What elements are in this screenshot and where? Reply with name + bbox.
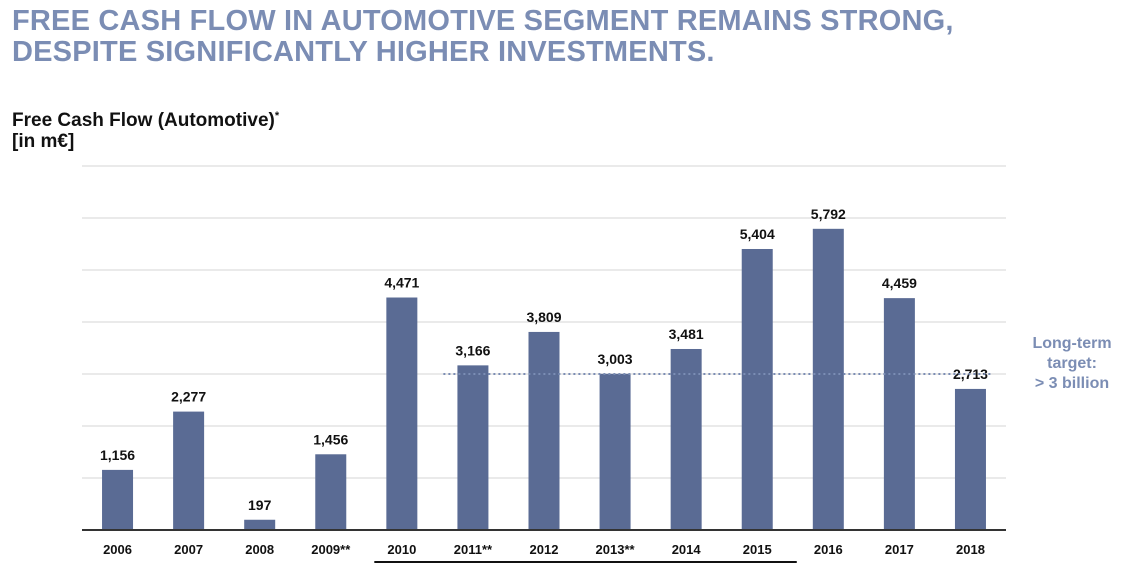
category-label: 2009** [311,542,351,557]
headline: FREE CASH FLOW IN AUTOMOTIVE SEGMENT REM… [12,6,1012,68]
bar-2010 [386,297,418,530]
category-label: 2012 [530,542,559,557]
category-label: 2010 [387,542,416,557]
bar-2007 [173,411,205,530]
data-label: 2,277 [171,389,206,405]
target-annotation-line-2: target: [1047,355,1097,372]
category-label: 2008 [245,542,274,557]
chart-unit-label: [in m€] [12,131,75,152]
data-label: 3,003 [598,351,633,367]
data-label: 2,713 [953,366,988,382]
chart-title-text: Free Cash Flow (Automotive) [12,110,275,131]
bar-2018 [954,388,986,530]
bar-2015 [741,248,773,530]
bar-2017 [883,298,915,530]
data-label: 3,481 [669,326,704,342]
category-label: 2017 [885,542,914,557]
category-label: 2015 [743,542,772,557]
bar-2016 [812,228,844,531]
chart-title: Free Cash Flow (Automotive)* [12,106,279,131]
category-label: 2007 [174,542,203,557]
chart-title-footnote-marker: * [274,110,280,122]
headline-line-2: DESPITE SIGNIFICANTLY HIGHER INVESTMENTS… [12,36,715,68]
category-label: 2013** [596,542,636,557]
target-annotation-line-1: Long-term [1032,335,1112,352]
headline-line-1: FREE CASH FLOW IN AUTOMOTIVE SEGMENT REM… [12,5,954,37]
data-label: 5,404 [740,226,775,242]
category-label: 2016 [814,542,843,557]
data-label: 1,456 [313,431,348,447]
bar-2011 [457,365,489,530]
data-label: 4,459 [882,275,917,291]
data-label: 3,166 [455,342,490,358]
category-label: 2014 [672,542,702,557]
bar-2012 [528,331,560,530]
category-label: 2011** [454,542,493,557]
data-label: 4,471 [384,275,419,291]
category-label: 2018 [956,542,985,557]
target-annotation-line-3: > 3 billion [1034,375,1110,392]
bar-2009 [315,454,347,530]
data-label: 3,809 [526,309,561,325]
target-annotation: Long-term target: > 3 billion [1020,334,1124,394]
bar-2006 [102,469,134,530]
data-label: 5,792 [811,206,846,222]
bar-2014 [670,348,702,530]
category-label: 2006 [103,542,132,557]
data-label: 197 [248,497,272,513]
bar-2008 [244,519,276,530]
bar-2013 [599,373,631,530]
data-label: 1,156 [100,447,135,463]
